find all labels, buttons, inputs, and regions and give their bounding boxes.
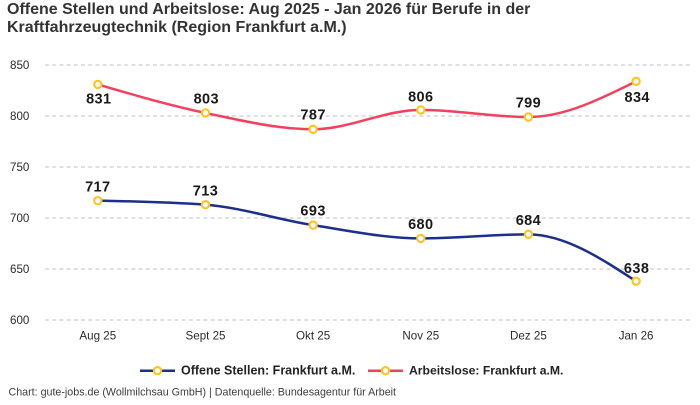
svg-text:850: 850 <box>10 59 29 72</box>
svg-text:Kraftfahrzeugtechnik (Region F: Kraftfahrzeugtechnik (Region Frankfurt a… <box>7 19 347 36</box>
svg-text:834: 834 <box>624 90 649 106</box>
svg-text:800: 800 <box>10 110 29 123</box>
svg-text:Okt 25: Okt 25 <box>296 330 330 343</box>
svg-text:713: 713 <box>193 183 218 199</box>
svg-text:Aug 25: Aug 25 <box>79 330 116 343</box>
svg-text:Sept 25: Sept 25 <box>186 330 226 343</box>
svg-text:684: 684 <box>516 213 541 229</box>
svg-text:Jan 26: Jan 26 <box>619 330 654 343</box>
svg-text:Nov 25: Nov 25 <box>402 330 439 343</box>
svg-text:803: 803 <box>194 91 219 107</box>
svg-text:Dez 25: Dez 25 <box>510 330 547 343</box>
svg-text:650: 650 <box>10 263 29 276</box>
svg-text:Arbeitslose: Frankfurt a.M.: Arbeitslose: Frankfurt a.M. <box>409 364 563 378</box>
svg-text:680: 680 <box>408 217 433 233</box>
svg-text:750: 750 <box>10 161 29 174</box>
svg-text:638: 638 <box>624 261 649 277</box>
svg-text:717: 717 <box>85 180 110 196</box>
svg-text:799: 799 <box>516 96 541 112</box>
svg-text:806: 806 <box>408 89 433 105</box>
svg-text:Offene Stellen: Frankfurt a.M.: Offene Stellen: Frankfurt a.M. <box>181 364 355 378</box>
svg-text:600: 600 <box>10 314 29 327</box>
svg-text:Offene Stellen und Arbeitslose: Offene Stellen und Arbeitslose: Aug 2025… <box>7 1 530 18</box>
svg-text:831: 831 <box>86 92 111 108</box>
svg-text:693: 693 <box>300 204 325 220</box>
svg-text:787: 787 <box>300 108 325 124</box>
svg-text:Chart: gute-jobs.de (Wollmilch: Chart: gute-jobs.de (Wollmilchsau GmbH) … <box>9 387 397 399</box>
svg-text:700: 700 <box>10 212 29 225</box>
